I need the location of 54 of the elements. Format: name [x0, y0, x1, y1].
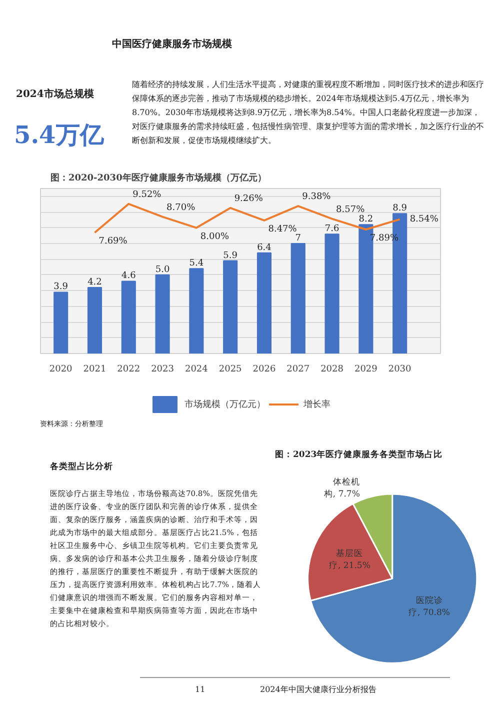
x-tick-label: 2028: [320, 364, 344, 374]
data-label: 6.4: [257, 242, 272, 253]
bar: [54, 292, 68, 354]
data-label: 7.6: [324, 224, 340, 234]
slice-label: 医院诊疗, 70.8%: [408, 594, 450, 618]
bar: [290, 243, 306, 354]
x-tick-label: 2020: [49, 364, 73, 374]
data-label: 5.4: [189, 258, 204, 269]
data-label: 8.9: [392, 204, 408, 214]
legend-label: 市场规模（万亿元）: [184, 398, 266, 410]
bar: [256, 252, 272, 354]
x-tick-label: 2023: [151, 364, 174, 374]
text: 2024年中国大健康行业分析报告: [260, 684, 376, 696]
data-label: 9.52%: [132, 190, 162, 200]
text: 2024市场总规模: [16, 88, 94, 102]
data-label: 8.54%: [410, 214, 439, 224]
bar: [223, 260, 238, 354]
data-label: 8.47%: [268, 224, 298, 234]
x-tick-label: 2022: [117, 364, 140, 374]
data-label: 3.9: [54, 282, 68, 292]
data-label: 8.2: [358, 214, 374, 225]
chart-title: 图：2020-2030年医疗健康服务市场规模（万亿元）: [50, 172, 266, 184]
chart-title: 图：2023年医疗健康服务各类型市场占比: [275, 449, 443, 462]
x-tick-label: 2027: [286, 364, 310, 374]
data-label: 7: [295, 234, 302, 244]
data-label: 4.2: [88, 278, 102, 288]
text: 5.4万亿: [14, 119, 104, 151]
bar: [324, 234, 340, 354]
x-tick-label: 2029: [354, 364, 378, 374]
data-label: 9.38%: [302, 192, 332, 202]
slice-label: 基层医疗, 21.5%: [329, 548, 370, 572]
x-tick-label: 2026: [252, 364, 276, 374]
text: 随着经济的持续发展，人们生活水平提高，对健康的重视程度不断增加，同时医疗技术的进步和医疗保障体系的逐步完善，推动了市场规模的稳步增长。2024年市场规模达到5.4万亿元，增长率为8.70%。2030年市场规模将达到8.9万亿元，增长率为8.54%。中国人口老龄化程度进一步加深，对医疗健康服务的需求持续旺盛，包括慢性病管理、康复护理等方面的需求增长，加之医疗行业的不断创新和发展，促使市场规模继续扩大。: [132, 79, 485, 147]
data-label: 5.0: [155, 264, 170, 275]
text: 11: [195, 684, 206, 696]
text: 各类型占比分析: [50, 461, 113, 474]
data-label: 9.26%: [234, 194, 264, 204]
data-label: 8.57%: [336, 204, 366, 215]
bar: [121, 280, 136, 354]
legend-label: 增长率: [304, 398, 330, 410]
text: 中国医疗健康服务市场规模: [112, 38, 232, 52]
x-tick-label: 2030: [388, 364, 412, 374]
data-label: 5.9: [223, 250, 238, 261]
data-label: 7.69%: [98, 236, 128, 247]
slice-label: 体检机构, 7.7%: [322, 476, 360, 500]
bar: [155, 274, 170, 354]
data-label: 8.70%: [166, 202, 196, 213]
bar: [87, 287, 102, 354]
data-label: 8.00%: [200, 232, 230, 242]
bar: [189, 268, 204, 354]
x-tick-label: 2025: [218, 364, 242, 374]
data-label: 4.6: [121, 271, 136, 282]
x-tick-label: 2021: [83, 364, 106, 374]
x-tick-label: 2024: [184, 364, 208, 374]
